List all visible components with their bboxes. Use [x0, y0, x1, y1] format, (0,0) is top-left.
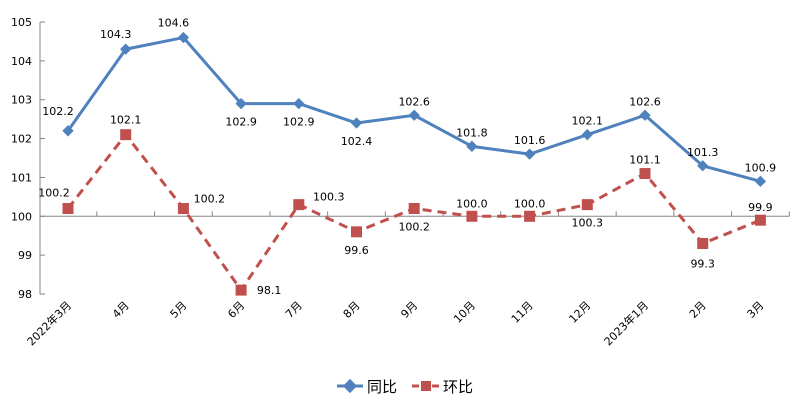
x-category-label: 12月	[567, 299, 594, 326]
diamond-marker-icon[interactable]	[523, 148, 536, 160]
data-label-yoy: 101.6	[514, 134, 546, 147]
y-tick-label: 105	[11, 16, 32, 29]
x-category-label: 9月	[398, 299, 420, 321]
square-marker-icon[interactable]	[466, 210, 478, 222]
y-tick-label: 104	[11, 55, 32, 68]
data-label-mom: 100.0	[456, 197, 488, 210]
legend-item-mom[interactable]: 环比	[412, 378, 473, 396]
data-labels: 102.2 104.3 104.6 102.9 102.9 102.4 102.6 101.8…	[38, 17, 776, 298]
diamond-marker-icon[interactable]	[350, 117, 363, 129]
legend-item-yoy[interactable]: 同比	[337, 378, 397, 396]
x-category-label: 8月	[341, 299, 363, 321]
square-marker-icon[interactable]	[697, 237, 709, 249]
square-marker-icon[interactable]	[754, 214, 766, 226]
data-label-yoy: 102.9	[283, 116, 315, 129]
data-label-mom: 100.2	[194, 193, 226, 206]
legend: 同比 环比	[337, 378, 473, 396]
data-label-mom: 100.0	[514, 197, 546, 210]
square-marker-icon[interactable]	[177, 203, 189, 215]
data-label-mom: 99.6	[344, 244, 369, 257]
y-axis: 98 99 100 101 102 103 104 105	[11, 16, 45, 301]
data-label-yoy: 102.1	[572, 115, 604, 128]
data-label-yoy: 102.9	[225, 116, 257, 129]
data-label-mom: 102.1	[110, 114, 142, 127]
diamond-marker-icon[interactable]	[120, 43, 132, 55]
diamond-marker-icon[interactable]	[293, 97, 305, 110]
data-label-mom: 100.2	[38, 187, 70, 200]
y-tick-label: 99	[18, 249, 32, 262]
diamond-marker-icon[interactable]	[697, 160, 709, 172]
data-label-yoy: 101.8	[456, 126, 488, 139]
data-label-mom: 100.3	[572, 217, 604, 230]
legend-label-mom: 环比	[443, 378, 473, 396]
x-category-label: 10月	[451, 299, 478, 326]
data-label-mom: 99.9	[748, 201, 773, 214]
diamond-marker-icon[interactable]	[408, 109, 420, 121]
y-tick-label: 101	[11, 171, 32, 184]
diamond-marker-icon	[342, 378, 358, 394]
data-label-yoy: 102.6	[398, 95, 430, 108]
x-category-label: 2022年3月	[24, 298, 74, 348]
x-category-label: 6月	[225, 299, 247, 321]
y-tick-label: 98	[18, 288, 32, 301]
y-tick-label: 102	[11, 133, 32, 146]
data-label-yoy: 100.9	[745, 161, 777, 174]
x-category-label: 2月	[687, 299, 709, 321]
square-marker-icon[interactable]	[524, 210, 536, 222]
square-marker-icon[interactable]	[351, 226, 362, 238]
data-label-mom: 100.2	[398, 221, 430, 234]
square-marker-icon[interactable]	[581, 199, 593, 211]
data-label-mom: 101.1	[629, 154, 661, 167]
diamond-marker-icon[interactable]	[581, 129, 593, 141]
series-mom	[62, 129, 766, 296]
data-label-yoy: 104.3	[100, 28, 132, 41]
square-marker-icon[interactable]	[62, 203, 74, 215]
data-label-mom: 99.3	[690, 257, 715, 270]
legend-label-yoy: 同比	[367, 378, 397, 396]
data-label-yoy: 104.6	[158, 17, 190, 30]
x-category-label: 5月	[168, 299, 190, 321]
square-marker-icon[interactable]	[120, 129, 132, 141]
x-category-label: 11月	[509, 299, 536, 326]
diamond-marker-icon[interactable]	[466, 140, 478, 152]
diamond-marker-icon[interactable]	[754, 175, 767, 187]
y-tick-label: 103	[11, 94, 32, 107]
x-category-label: 2023年1月	[601, 298, 651, 348]
data-label-yoy: 102.2	[42, 105, 74, 118]
square-marker-icon[interactable]	[293, 199, 305, 211]
data-label-yoy: 101.3	[687, 146, 719, 159]
data-label-yoy: 102.4	[341, 135, 373, 148]
data-label-mom: 100.3	[313, 191, 345, 204]
square-marker-icon[interactable]	[235, 284, 247, 296]
square-marker-icon[interactable]	[639, 168, 651, 180]
x-category-label: 4月	[110, 299, 132, 321]
square-marker-icon[interactable]	[408, 203, 420, 215]
y-tick-label: 100	[11, 210, 32, 223]
x-category-label: 3月	[745, 299, 767, 321]
data-label-yoy: 102.6	[629, 95, 661, 108]
diamond-marker-icon[interactable]	[177, 31, 190, 44]
square-marker-icon	[421, 381, 431, 391]
data-label-mom: 98.1	[257, 284, 282, 297]
x-category-label: 7月	[283, 299, 305, 321]
